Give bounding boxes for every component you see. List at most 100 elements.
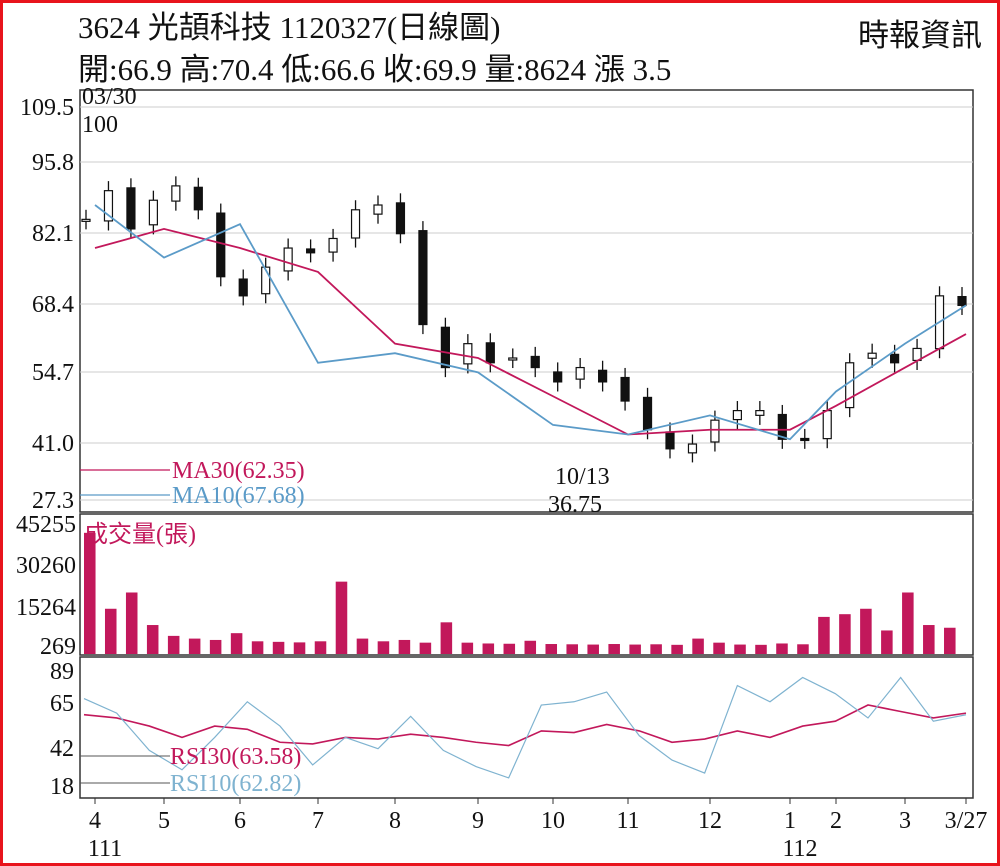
volume-title: 成交量(張) bbox=[84, 521, 196, 548]
x-year-label: 112 bbox=[782, 836, 817, 862]
candle-body bbox=[666, 432, 674, 449]
rsi-tick-label: 65 bbox=[50, 691, 74, 717]
volume-panel: 452553026015264269成交量(張) bbox=[16, 512, 973, 660]
candle-body bbox=[509, 358, 517, 360]
price-tick-label: 41.0 bbox=[32, 431, 74, 457]
candle-body bbox=[329, 238, 337, 252]
candle-body bbox=[801, 438, 809, 440]
price-tick-label: 27.3 bbox=[32, 488, 74, 514]
volume-bar bbox=[84, 533, 96, 654]
candle-body bbox=[688, 444, 696, 453]
ma10-legend: MA10(67.68) bbox=[172, 483, 305, 509]
candle-body bbox=[823, 411, 831, 439]
candle-body bbox=[621, 378, 629, 402]
volume-bar bbox=[776, 643, 788, 654]
rsi-tick-label: 89 bbox=[50, 659, 74, 685]
volume-bar bbox=[902, 592, 914, 654]
candle-body bbox=[194, 187, 202, 209]
volume-bar bbox=[713, 643, 725, 654]
rsi10-legend: RSI10(62.82) bbox=[170, 771, 301, 797]
volume-bar bbox=[525, 641, 537, 654]
rsi30-legend: RSI30(63.58) bbox=[170, 744, 301, 770]
volume-bar bbox=[357, 639, 369, 654]
x-tick-label: 6 bbox=[234, 808, 246, 834]
price-tick-label: 95.8 bbox=[32, 150, 74, 176]
volume-bar bbox=[462, 643, 474, 654]
candle-body bbox=[217, 213, 225, 277]
candle-body bbox=[419, 231, 427, 325]
candle-body bbox=[127, 188, 135, 229]
x-axis: 4 5 6 7 8 9 10 11 12 1 2 3 3/27111 112 bbox=[88, 798, 987, 862]
volume-bar bbox=[189, 639, 201, 654]
volume-bar bbox=[692, 639, 704, 654]
x-tick-label: 7 bbox=[312, 808, 324, 834]
volume-bar bbox=[168, 636, 180, 654]
x-tick-label: 1 bbox=[784, 808, 796, 834]
volume-bar bbox=[566, 644, 578, 654]
candle-body bbox=[149, 200, 157, 225]
low-date-annotation: 10/13 bbox=[555, 464, 610, 490]
volume-bar bbox=[273, 642, 285, 654]
x-year-label: 111 bbox=[88, 836, 122, 862]
candle-body bbox=[239, 279, 247, 296]
x-tick-label: 12 bbox=[698, 808, 722, 834]
x-tick-label: 3/27 bbox=[945, 808, 988, 834]
candle-body bbox=[599, 370, 607, 382]
candle-body bbox=[868, 353, 876, 358]
ma30-line bbox=[95, 229, 966, 435]
candle-body bbox=[396, 203, 404, 234]
candle-body bbox=[464, 344, 472, 364]
x-tick-label: 2 bbox=[830, 808, 842, 834]
volume-bar bbox=[504, 644, 516, 654]
x-tick-label: 4 bbox=[89, 808, 101, 834]
price-tick-label: 54.7 bbox=[32, 360, 74, 386]
x-tick-label: 10 bbox=[541, 808, 565, 834]
price-tick-label: 109.5 bbox=[20, 95, 74, 121]
volume-bar bbox=[755, 645, 767, 654]
volume-bar bbox=[483, 643, 495, 654]
volume-tick-label: 269 bbox=[40, 634, 76, 660]
volume-bar bbox=[231, 633, 243, 654]
volume-bar bbox=[818, 617, 830, 654]
volume-bar bbox=[839, 614, 851, 654]
candle-body bbox=[307, 249, 315, 253]
candle-body bbox=[531, 356, 539, 367]
x-tick-label: 5 bbox=[158, 808, 170, 834]
high-date-annotation: 03/30 bbox=[82, 84, 137, 110]
volume-bar bbox=[881, 630, 893, 654]
volume-bar bbox=[545, 644, 557, 654]
volume-bar bbox=[629, 645, 641, 654]
rsi-tick-label: 42 bbox=[50, 736, 74, 762]
candle-body bbox=[711, 420, 719, 442]
x-tick-label: 9 bbox=[472, 808, 484, 834]
candle-body bbox=[958, 297, 966, 306]
volume-bar bbox=[944, 628, 956, 654]
candle-body bbox=[486, 343, 494, 363]
volume-bar bbox=[315, 641, 327, 654]
candle-body bbox=[172, 186, 180, 201]
candle-body bbox=[846, 363, 854, 408]
volume-bar bbox=[671, 645, 683, 654]
volume-bar bbox=[587, 645, 599, 654]
candle-body bbox=[644, 397, 652, 429]
volume-bar bbox=[294, 642, 306, 654]
x-tick-label: 11 bbox=[616, 808, 639, 834]
volume-bar bbox=[336, 582, 348, 654]
candle-body bbox=[554, 372, 562, 382]
volume-bar bbox=[860, 609, 872, 654]
ma10-line bbox=[95, 205, 966, 439]
volume-bar bbox=[441, 622, 453, 654]
price-panel: 109.5 95.8 82.1 68.4 54.7 41.0 27.3 MA30(62.35)… bbox=[20, 84, 973, 518]
volume-bar bbox=[210, 640, 222, 654]
volume-bar bbox=[147, 625, 159, 654]
volume-bar bbox=[126, 592, 138, 654]
volume-bar bbox=[252, 641, 264, 654]
candle-body bbox=[441, 327, 449, 367]
rsi-tick-label: 18 bbox=[50, 774, 74, 800]
volume-bar bbox=[105, 609, 117, 654]
rsi30-line bbox=[84, 705, 966, 745]
volume-tick-label: 30260 bbox=[16, 553, 76, 579]
volume-tick-label: 15264 bbox=[16, 595, 76, 621]
volume-bar bbox=[378, 641, 390, 654]
